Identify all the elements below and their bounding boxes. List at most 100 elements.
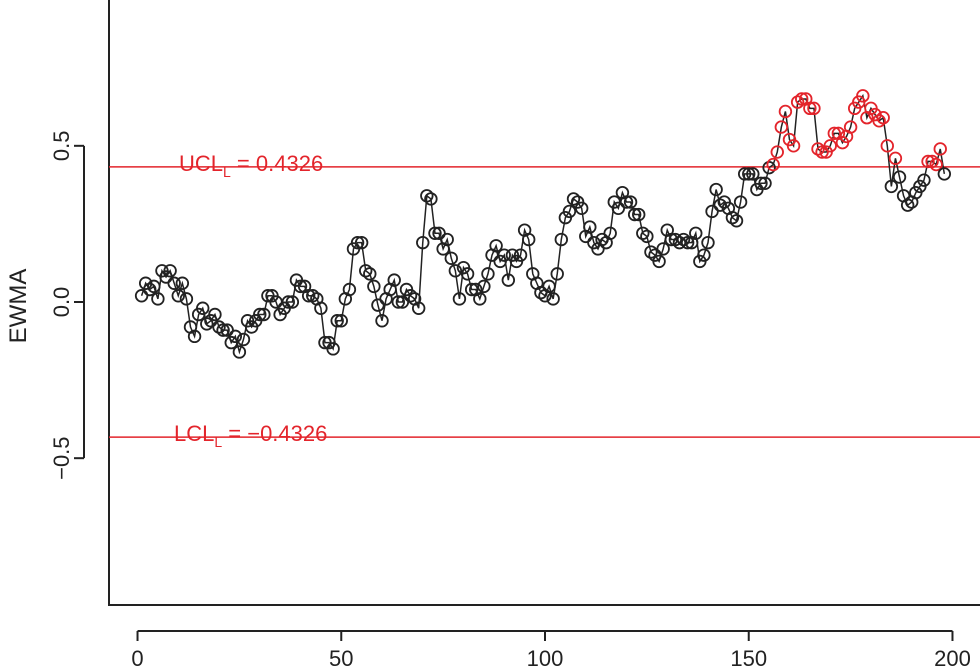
data-point: [285, 295, 300, 309]
data-point: [179, 292, 194, 306]
data-point: [236, 332, 251, 347]
data-point: [167, 276, 181, 290]
control-limits: UCLL = 0.4326 LCLL = −0.4326: [109, 151, 980, 450]
data-point: [758, 176, 772, 190]
data-point: [522, 232, 536, 247]
data-point: [668, 232, 683, 247]
data-point-out-of-control: [823, 139, 837, 153]
data-point: [151, 292, 165, 306]
data-point: [574, 201, 589, 215]
data-point: [228, 329, 243, 344]
data-point: [489, 239, 503, 253]
data-point-out-of-control: [786, 139, 801, 153]
data-point: [448, 264, 463, 278]
series-line: [140, 93, 946, 355]
data-point: [208, 307, 222, 322]
data-point: [200, 317, 214, 331]
data-point: [334, 314, 348, 328]
data-point: [656, 242, 670, 256]
data-point-out-of-control: [876, 111, 890, 125]
data-point: [709, 182, 723, 197]
y-tick-label: −0.5: [49, 436, 74, 479]
data-point: [737, 167, 752, 181]
data-point-out-of-control: [843, 120, 858, 134]
data-point: [501, 273, 516, 287]
lcl-label: LCLL = −0.4326: [174, 421, 327, 450]
data-point: [330, 314, 344, 328]
data-point: [725, 210, 740, 225]
data-point-out-of-control: [856, 89, 870, 103]
data-point: [464, 282, 479, 297]
data-point: [363, 267, 377, 281]
data-point: [583, 220, 597, 234]
data-point-out-of-control: [921, 154, 935, 169]
data-point: [293, 279, 308, 294]
data-point: [676, 232, 691, 247]
data-point: [257, 307, 271, 322]
data-point: [375, 314, 389, 328]
ewma-series-points: [134, 89, 952, 359]
data-point: [636, 226, 650, 240]
y-axis: −0.5 0.0 0.5: [49, 131, 85, 480]
data-point: [619, 195, 634, 209]
data-point: [428, 226, 442, 240]
data-point-out-of-control: [880, 139, 894, 153]
data-point: [342, 282, 357, 297]
data-point-out-of-control: [770, 145, 784, 159]
data-point: [411, 301, 426, 315]
data-point: [680, 235, 695, 250]
data-point: [196, 301, 210, 315]
data-point-out-of-control: [925, 154, 939, 169]
y-tick-label: 0.5: [49, 131, 74, 162]
x-tick-label: 50: [329, 646, 353, 669]
data-point: [746, 167, 760, 181]
data-point-out-of-control: [811, 142, 825, 156]
data-point: [387, 273, 401, 287]
data-point: [701, 235, 715, 250]
data-point-out-of-control: [933, 142, 947, 156]
data-point: [301, 289, 316, 303]
data-point: [884, 179, 899, 194]
plot-frame: [108, 0, 980, 606]
data-point-out-of-control: [888, 151, 903, 166]
data-point-out-of-control: [795, 92, 809, 106]
data-point: [473, 292, 487, 306]
data-point: [212, 320, 226, 334]
data-point: [147, 279, 161, 294]
data-point: [742, 167, 756, 181]
data-point-out-of-control: [807, 101, 821, 116]
data-point: [420, 189, 434, 203]
data-point-out-of-control: [929, 157, 943, 172]
x-axis: 0 50 100 150 200: [131, 630, 971, 669]
data-point: [689, 226, 703, 240]
x-tick-label: 150: [730, 646, 767, 669]
data-point: [546, 292, 560, 306]
data-point: [403, 289, 418, 303]
data-point: [350, 235, 365, 250]
ucl-label: UCLL = 0.4326: [179, 151, 323, 180]
data-point: [187, 329, 202, 344]
data-point: [216, 323, 230, 337]
x-tick-label: 100: [527, 646, 564, 669]
data-point: [542, 279, 556, 294]
ewma-series-line: [140, 93, 946, 355]
data-point-out-of-control: [827, 126, 842, 141]
data-point: [627, 207, 642, 222]
data-point: [452, 292, 467, 306]
data-point: [477, 279, 491, 294]
data-point: [175, 276, 190, 290]
x-tick-label: 200: [934, 646, 971, 669]
data-point: [171, 289, 185, 303]
data-point: [497, 248, 511, 262]
data-point: [232, 345, 247, 359]
data-point: [937, 167, 952, 181]
data-point: [367, 279, 381, 294]
x-tick-label: 0: [131, 646, 143, 669]
data-point: [354, 235, 369, 250]
data-point: [143, 282, 157, 297]
data-point: [640, 229, 654, 244]
data-point: [554, 232, 568, 247]
data-point: [416, 235, 430, 250]
data-point: [917, 173, 931, 187]
